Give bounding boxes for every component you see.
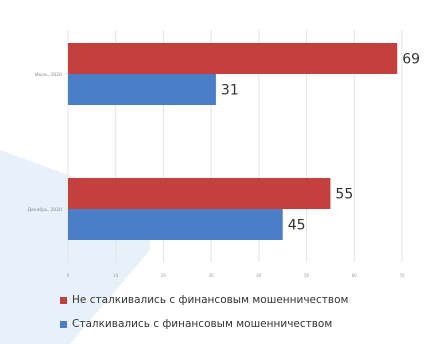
bar-encountered bbox=[68, 209, 283, 240]
x-tick-label: 20 bbox=[161, 273, 167, 278]
x-tick-label: 50 bbox=[304, 273, 310, 278]
value-labels: 69 31 55 45 bbox=[221, 52, 420, 234]
x-tick-label: 60 bbox=[352, 273, 358, 278]
bar-value-label: 69 bbox=[402, 52, 420, 68]
category-label: Июль, 2020 bbox=[35, 72, 62, 78]
bar-value-label: 31 bbox=[221, 83, 239, 99]
bar-value-label: 55 bbox=[335, 187, 353, 203]
category-labels: Июль, 2020 Декабрь, 2020 bbox=[28, 72, 62, 213]
bar-value-label: 45 bbox=[288, 218, 306, 234]
x-tick-label: 70 bbox=[399, 273, 405, 278]
x-tick-label: 0 bbox=[67, 273, 70, 278]
legend-label: Сталкивались с финансовым мошенничеством bbox=[72, 318, 333, 330]
bar-encountered bbox=[68, 74, 216, 105]
category-label: Декабрь, 2020 bbox=[28, 207, 62, 213]
legend-label: Не сталкивались с финансовым мошенничест… bbox=[72, 294, 349, 306]
x-tick-label: 40 bbox=[256, 273, 262, 278]
legend-item-encountered: Сталкивались с финансовым мошенничеством bbox=[60, 318, 332, 330]
legend-item-not-encountered: Не сталкивались с финансовым мошенничест… bbox=[60, 294, 348, 306]
x-tick-label: 10 bbox=[113, 273, 119, 278]
x-tick-label: 30 bbox=[209, 273, 215, 278]
bar-not-encountered bbox=[68, 178, 331, 209]
legend-swatch-red bbox=[60, 296, 67, 304]
x-axis-ticks: 0 10 20 30 40 50 60 70 bbox=[67, 273, 405, 278]
legend-swatch-blue bbox=[60, 320, 67, 328]
bars bbox=[68, 43, 398, 240]
bar-not-encountered bbox=[68, 43, 398, 74]
